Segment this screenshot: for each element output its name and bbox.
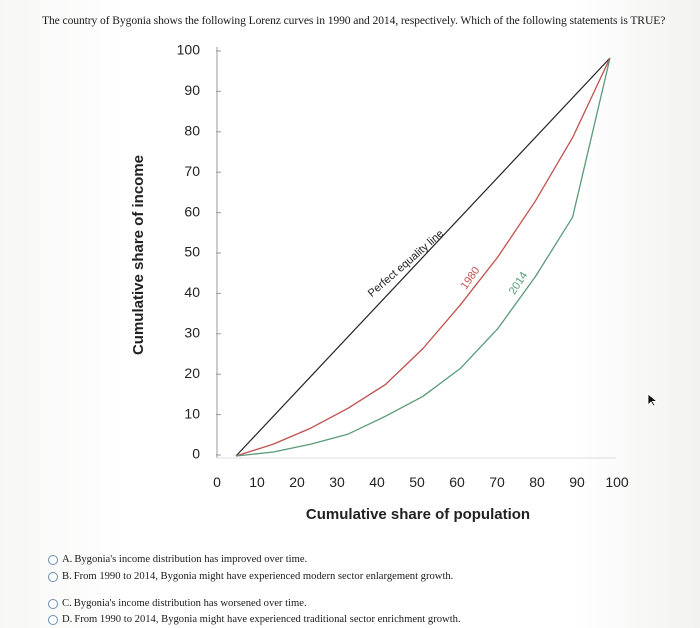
y-axis-title: Cumulative share of income — [130, 155, 147, 355]
x-tick-label: 90 — [569, 474, 585, 490]
curve-label-1980: 1980 — [459, 265, 483, 292]
y-tick-label: 0 — [192, 446, 200, 462]
x-tick-label: 10 — [249, 474, 265, 490]
x-tick-label: 70 — [489, 474, 505, 490]
y-tick-label: 50 — [184, 244, 200, 260]
x-axis-ticks: 0 10 20 30 40 50 60 70 80 90 100 — [213, 474, 629, 490]
curve-labels: Perfect equality line 1980 2014 — [366, 228, 530, 300]
x-axis-title: Cumulative share of population — [306, 506, 530, 523]
curve-2014 — [235, 57, 611, 457]
radio-button-c[interactable] — [48, 598, 58, 609]
option-a-letter: A. — [62, 554, 73, 565]
y-tick-label: 100 — [177, 42, 201, 58]
option-d-letter: D. — [62, 614, 73, 625]
x-tick-label: 30 — [329, 474, 345, 490]
y-axis-ticks: 0 10 20 30 40 50 60 70 80 90 100 — [177, 42, 221, 462]
option-a-text: Bygonia's income distribution has improv… — [74, 554, 308, 565]
radio-button-b[interactable] — [48, 571, 58, 582]
option-b-letter: B. — [62, 571, 72, 582]
curve-perfect-equality-line — [235, 57, 611, 457]
x-tick-label: 40 — [369, 474, 385, 490]
radio-button-d[interactable] — [48, 614, 58, 625]
y-tick-label: 80 — [184, 123, 200, 139]
lorenz-chart: 0 10 20 30 40 50 60 70 80 90 100 0 10 20 30 40 50 60 70 80… — [130, 42, 629, 523]
y-tick-label: 60 — [184, 203, 200, 219]
axes — [216, 47, 616, 459]
option-b[interactable]: B. From 1990 to 2014, Bygonia might have… — [48, 571, 453, 582]
y-tick-label: 10 — [184, 405, 200, 421]
y-tick-label: 90 — [184, 82, 200, 98]
option-c-letter: C. — [62, 598, 72, 609]
x-tick-label: 60 — [449, 474, 465, 490]
curve-1980 — [235, 57, 611, 457]
option-b-text: From 1990 to 2014, Bygonia might have ex… — [73, 571, 454, 582]
x-tick-label: 20 — [289, 474, 305, 490]
radio-button-a[interactable] — [48, 554, 58, 565]
option-c-text: Bygonia's income distribution has worsen… — [73, 598, 307, 609]
curves — [235, 57, 611, 457]
option-a[interactable]: A. Bygonia's income distribution has imp… — [48, 554, 307, 565]
x-tick-label: 80 — [529, 474, 545, 490]
option-d-text: From 1990 to 2014, Bygonia might have ex… — [74, 614, 461, 625]
option-d[interactable]: D. From 1990 to 2014, Bygonia might have… — [48, 614, 461, 625]
x-tick-label: 50 — [409, 474, 425, 490]
y-tick-label: 40 — [184, 284, 200, 300]
x-tick-label: 100 — [605, 474, 629, 490]
y-tick-label: 30 — [184, 325, 200, 341]
question-text: The country of Bygonia shows the followi… — [42, 14, 666, 27]
y-tick-label: 70 — [184, 163, 200, 179]
option-c[interactable]: C. Bygonia's income distribution has wor… — [48, 598, 307, 609]
x-tick-label: 0 — [213, 474, 221, 490]
curve-label-2014: 2014 — [507, 270, 530, 297]
y-tick-label: 20 — [184, 365, 200, 381]
curve-label-perfect-equality-line: Perfect equality line — [366, 228, 446, 300]
